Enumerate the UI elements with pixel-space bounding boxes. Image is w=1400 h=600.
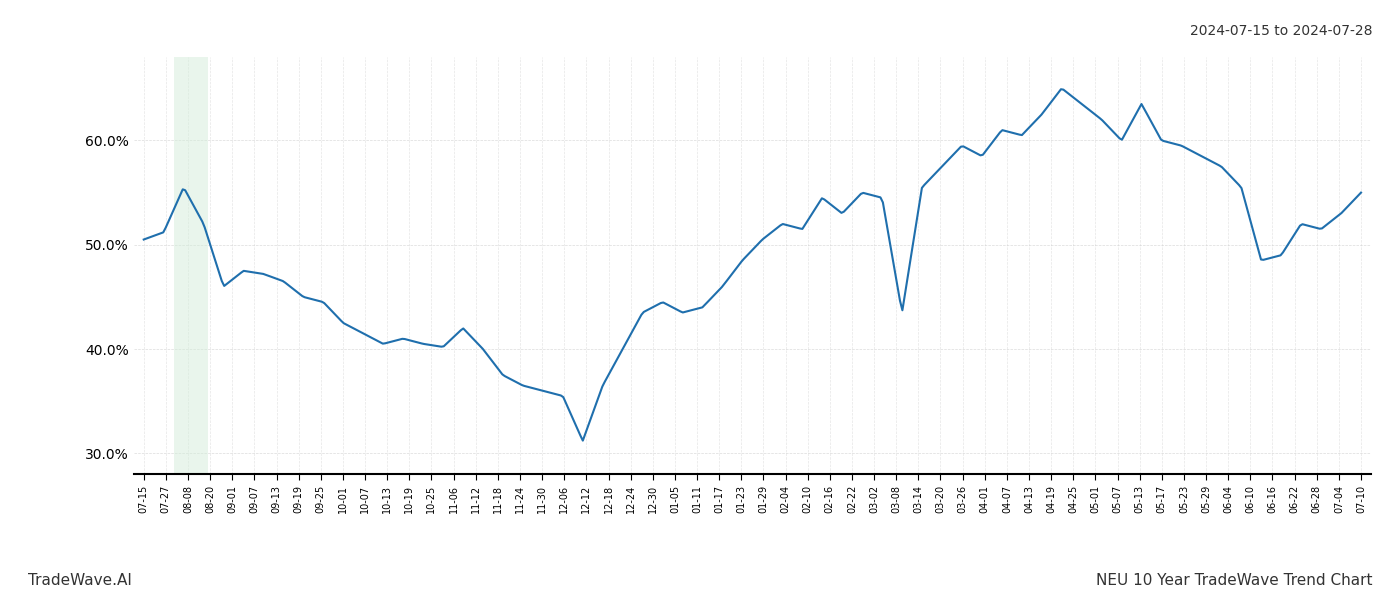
Bar: [174, 57, 207, 474]
Text: 2024-07-15 to 2024-07-28: 2024-07-15 to 2024-07-28: [1190, 24, 1372, 38]
Text: TradeWave.AI: TradeWave.AI: [28, 573, 132, 588]
Text: NEU 10 Year TradeWave Trend Chart: NEU 10 Year TradeWave Trend Chart: [1095, 573, 1372, 588]
